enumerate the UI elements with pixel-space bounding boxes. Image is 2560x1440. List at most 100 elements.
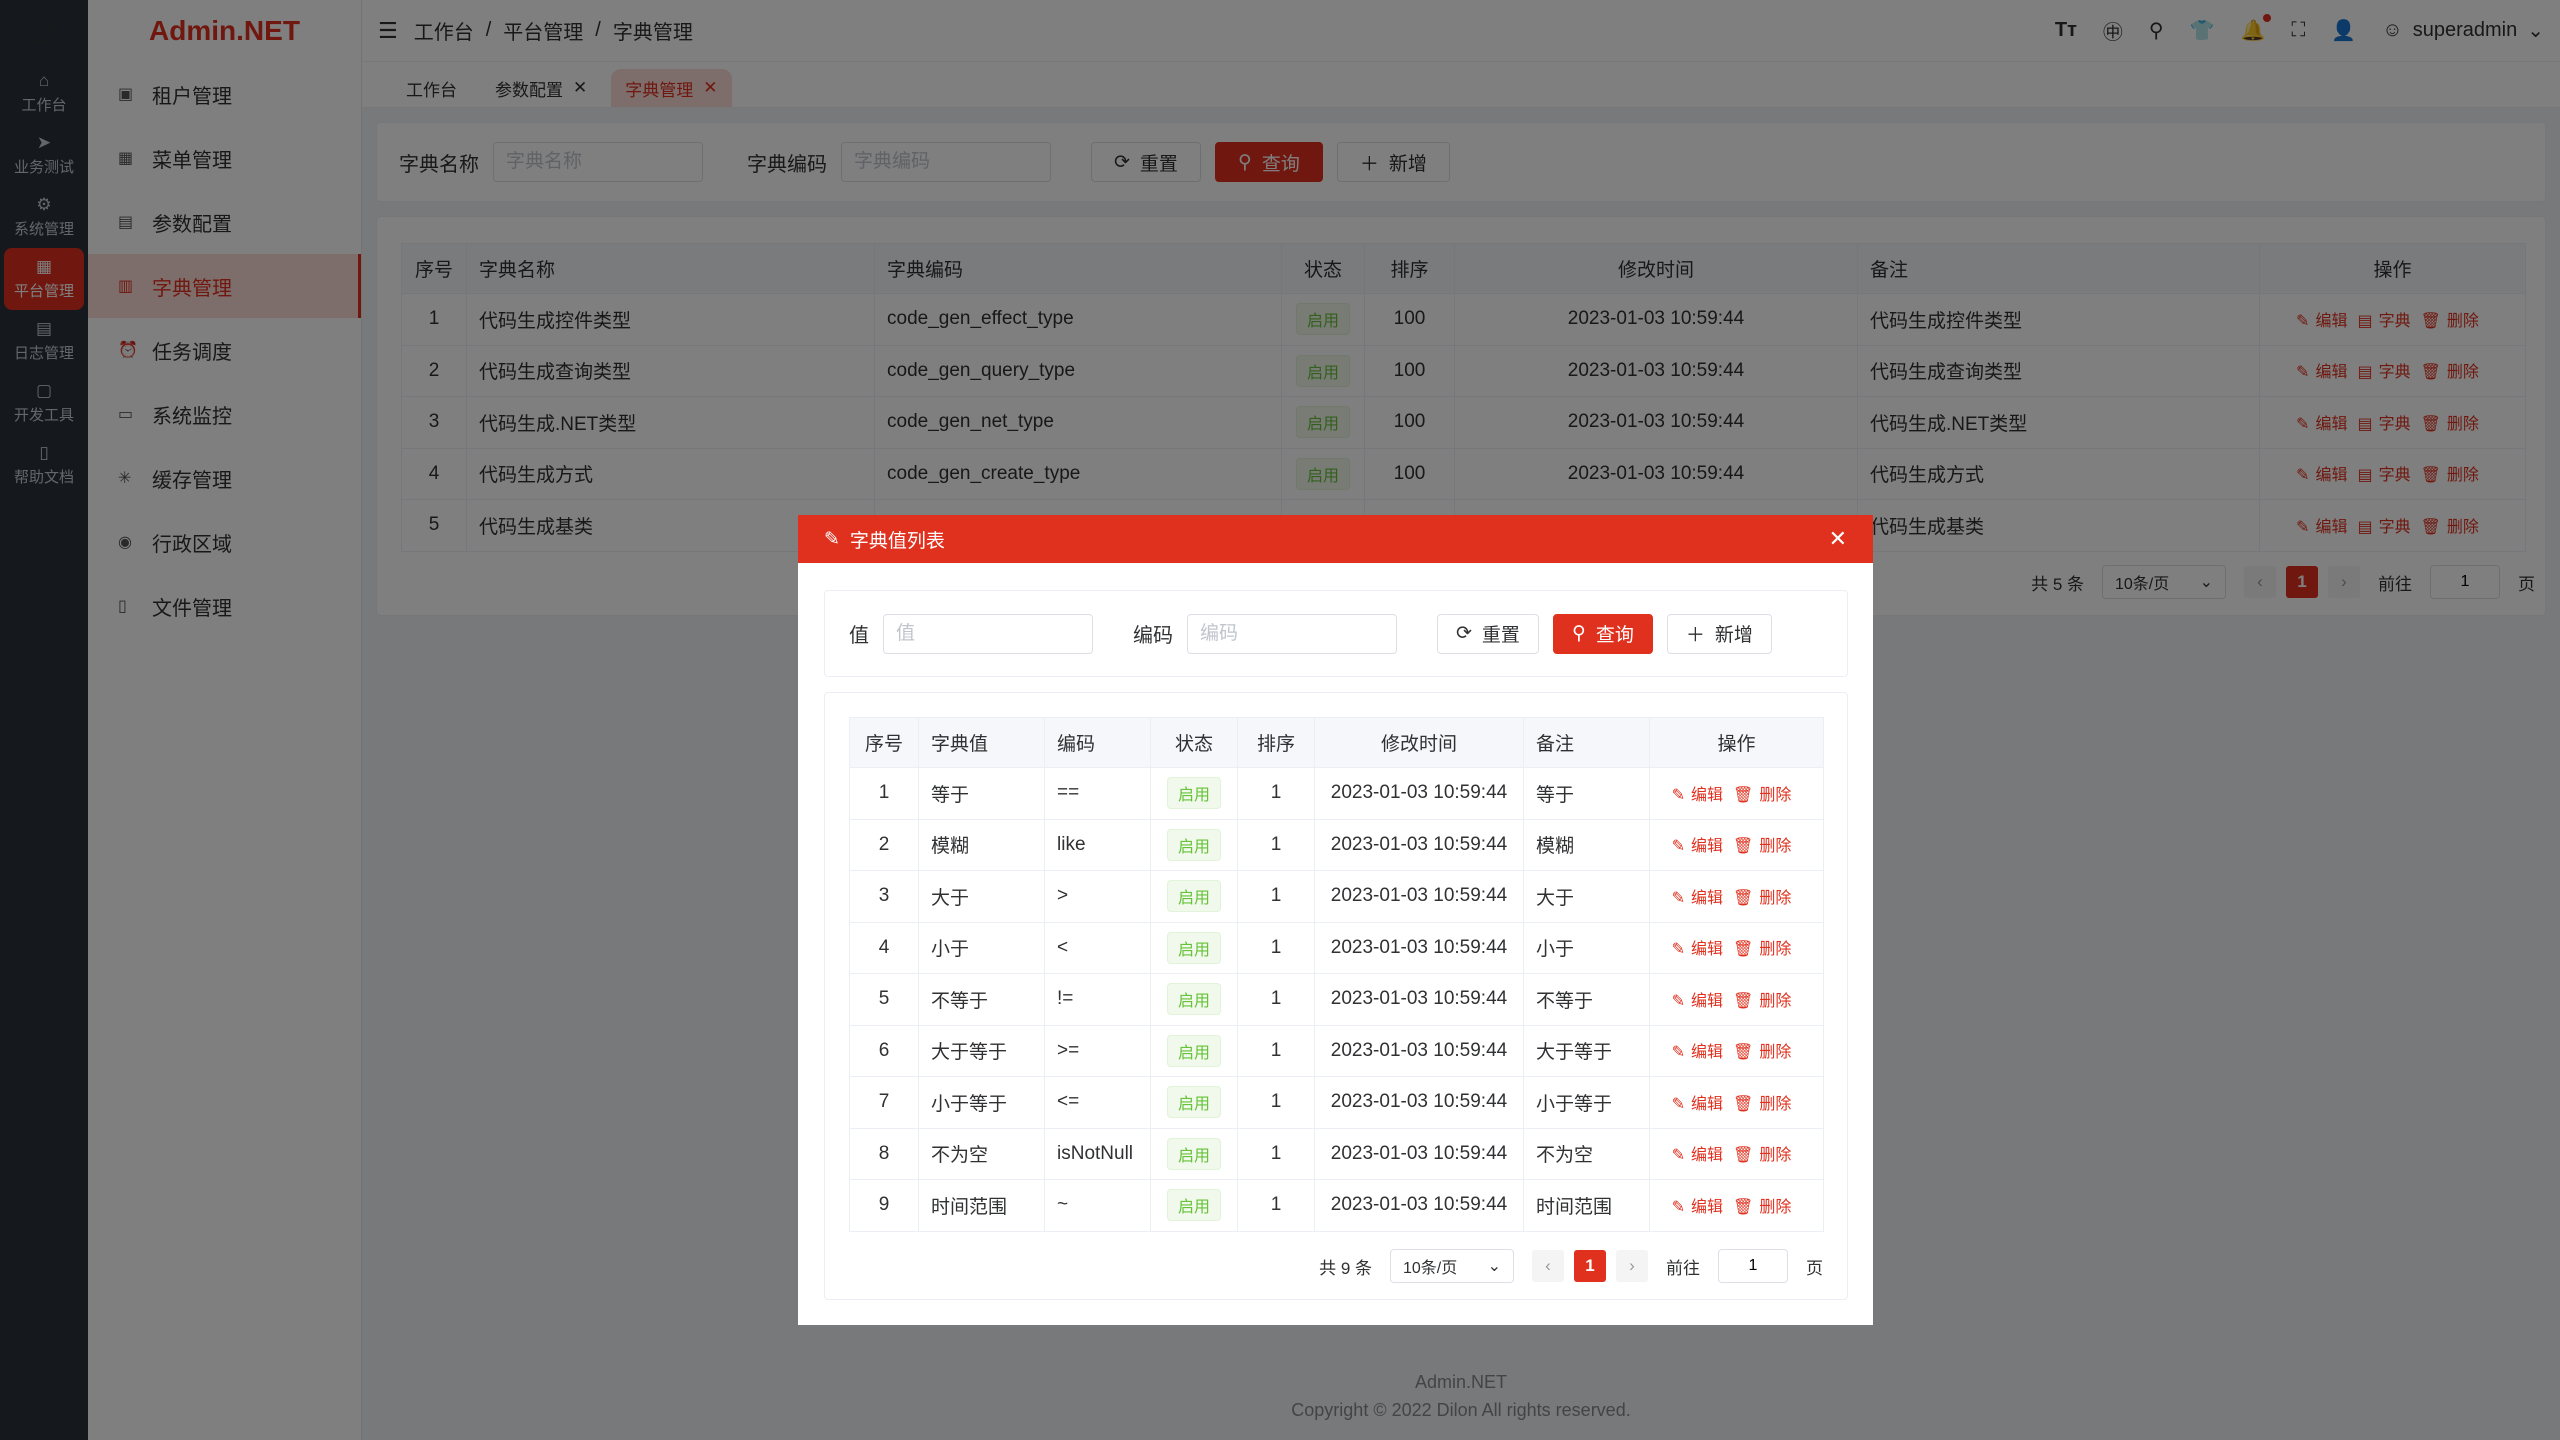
action-edit-button[interactable]: ✎ 编辑 xyxy=(1672,1147,1723,1164)
action-label: 删除 xyxy=(1759,1044,1792,1062)
action-label: 编辑 xyxy=(1691,992,1724,1010)
table-cell: 2023-01-03 10:59:44 xyxy=(1314,973,1524,1026)
goto-page-input[interactable] xyxy=(1718,1249,1788,1283)
action-edit-button[interactable]: ✎ 编辑 xyxy=(1672,838,1723,855)
table-cell: 6 xyxy=(849,1024,919,1077)
actions-cell: ✎ 编辑 🗑 删除 xyxy=(1649,1024,1824,1077)
page-suffix: 页 xyxy=(1806,1258,1823,1278)
table-cell: 时间范围 xyxy=(1523,1179,1650,1232)
table-cell: like xyxy=(1044,818,1151,871)
status-cell: 启用 xyxy=(1150,1024,1238,1077)
column-header[interactable]: 排序 xyxy=(1237,717,1315,768)
status-cell: 启用 xyxy=(1150,921,1238,974)
table-cell: 等于 xyxy=(1523,767,1650,820)
chevron-down-icon: ⌄ xyxy=(1487,1258,1501,1275)
dialog-add-button[interactable]: ＋ 新增 xyxy=(1666,613,1772,654)
actions-cell: ✎ 编辑 🗑 删除 xyxy=(1649,870,1824,923)
actions-cell: ✎ 编辑 🗑 删除 xyxy=(1649,818,1824,871)
table-cell: 2023-01-03 10:59:44 xyxy=(1314,1076,1524,1129)
status-badge: 启用 xyxy=(1166,1034,1221,1067)
status-badge: 启用 xyxy=(1166,1137,1221,1170)
action-delete-button[interactable]: 🗑 删除 xyxy=(1733,1147,1791,1164)
table-cell: 2023-01-03 10:59:44 xyxy=(1314,1024,1524,1077)
page-number[interactable]: 1 xyxy=(1574,1250,1606,1282)
table-cell: 1 xyxy=(1237,767,1315,820)
table-cell: == xyxy=(1044,767,1151,820)
action-edit-button[interactable]: ✎ 编辑 xyxy=(1672,787,1723,804)
table-cell: 小于 xyxy=(1523,921,1650,974)
dialog-query-button[interactable]: ⚲ 查询 xyxy=(1552,613,1653,654)
table-cell: 不为空 xyxy=(1523,1127,1650,1180)
table-row: 3 大于 > 启用 1 2023-01-03 10:59:44 大于 ✎ 编辑 🗑 删除 xyxy=(849,870,1824,923)
action-edit-button[interactable]: ✎ 编辑 xyxy=(1672,1199,1723,1216)
status-badge: 启用 xyxy=(1166,828,1221,861)
column-header[interactable]: 修改时间 xyxy=(1314,717,1524,768)
table-cell: >= xyxy=(1044,1024,1151,1077)
edit-icon: ✎ xyxy=(1671,889,1686,907)
action-delete-button[interactable]: 🗑 删除 xyxy=(1733,787,1791,804)
table-cell: 模糊 xyxy=(1523,818,1650,871)
action-edit-button[interactable]: ✎ 编辑 xyxy=(1672,1096,1723,1113)
action-delete-button[interactable]: 🗑 删除 xyxy=(1733,838,1791,855)
status-cell: 启用 xyxy=(1150,870,1238,923)
actions-cell: ✎ 编辑 🗑 删除 xyxy=(1649,1179,1824,1232)
edit-icon: ✎ xyxy=(1671,1147,1686,1165)
edit-icon: ✎ xyxy=(1671,1095,1686,1113)
close-icon[interactable]: ✕ xyxy=(1828,526,1847,551)
column-header[interactable]: 备注 xyxy=(1523,717,1650,768)
edit-icon: ✎ xyxy=(1671,941,1686,959)
delete-icon: 🗑 xyxy=(1733,889,1754,907)
action-label: 编辑 xyxy=(1691,1198,1724,1216)
page-size-select[interactable]: 10条/页 ⌄ xyxy=(1390,1249,1514,1283)
table-cell: 8 xyxy=(849,1127,919,1180)
action-delete-button[interactable]: 🗑 删除 xyxy=(1733,941,1791,958)
table-cell: 7 xyxy=(849,1076,919,1129)
action-delete-button[interactable]: 🗑 删除 xyxy=(1733,1096,1791,1113)
table-cell: 小于 xyxy=(918,921,1045,974)
delete-icon: 🗑 xyxy=(1733,941,1754,959)
table-cell: 2023-01-03 10:59:44 xyxy=(1314,1179,1524,1232)
column-header[interactable]: 操作 xyxy=(1649,717,1824,768)
table-cell: 1 xyxy=(1237,1127,1315,1180)
action-label: 编辑 xyxy=(1691,1044,1724,1062)
dialog-title: 字典值列表 xyxy=(849,530,945,552)
column-header[interactable]: 编码 xyxy=(1044,717,1151,768)
table-header: 序号 字典值 编码 状态 排序 修改时间 备注 操作 xyxy=(849,717,1824,768)
action-label: 编辑 xyxy=(1691,838,1724,856)
value-input[interactable] xyxy=(883,613,1093,654)
table-cell: 5 xyxy=(849,973,919,1026)
action-edit-button[interactable]: ✎ 编辑 xyxy=(1672,890,1723,907)
dialog-reset-button[interactable]: ⟳ 重置 xyxy=(1437,613,1539,654)
table-cell: 9 xyxy=(849,1179,919,1232)
action-edit-button[interactable]: ✎ 编辑 xyxy=(1672,993,1723,1010)
action-delete-button[interactable]: 🗑 删除 xyxy=(1733,993,1791,1010)
column-header[interactable]: 字典值 xyxy=(918,717,1045,768)
column-header[interactable]: 状态 xyxy=(1150,717,1238,768)
edit-icon: ✎ xyxy=(824,528,840,550)
action-delete-button[interactable]: 🗑 删除 xyxy=(1733,1199,1791,1216)
actions-cell: ✎ 编辑 🗑 删除 xyxy=(1649,767,1824,820)
table-cell: 大于等于 xyxy=(918,1024,1045,1077)
status-badge: 启用 xyxy=(1166,1086,1221,1119)
next-page-button[interactable]: › xyxy=(1616,1250,1648,1282)
action-delete-button[interactable]: 🗑 删除 xyxy=(1733,890,1791,907)
action-label: 删除 xyxy=(1759,1198,1792,1216)
delete-icon: 🗑 xyxy=(1733,1095,1754,1113)
column-header[interactable]: 序号 xyxy=(849,717,919,768)
delete-icon: 🗑 xyxy=(1733,1198,1754,1216)
action-edit-button[interactable]: ✎ 编辑 xyxy=(1672,941,1723,958)
table-cell: 1 xyxy=(849,767,919,820)
status-cell: 启用 xyxy=(1150,818,1238,871)
code-input[interactable] xyxy=(1187,613,1397,654)
action-label: 编辑 xyxy=(1691,1147,1724,1165)
action-label: 编辑 xyxy=(1691,1095,1724,1113)
action-edit-button[interactable]: ✎ 编辑 xyxy=(1672,1044,1723,1061)
table-row: 6 大于等于 >= 启用 1 2023-01-03 10:59:44 大于等于 ✎ 编辑 🗑 删除 xyxy=(849,1024,1824,1077)
delete-icon: 🗑 xyxy=(1733,838,1754,856)
table-cell: 2023-01-03 10:59:44 xyxy=(1314,767,1524,820)
delete-icon: 🗑 xyxy=(1733,786,1754,804)
table-cell: 模糊 xyxy=(918,818,1045,871)
table-cell: <= xyxy=(1044,1076,1151,1129)
action-delete-button[interactable]: 🗑 删除 xyxy=(1733,1044,1791,1061)
prev-page-button[interactable]: ‹ xyxy=(1532,1250,1564,1282)
